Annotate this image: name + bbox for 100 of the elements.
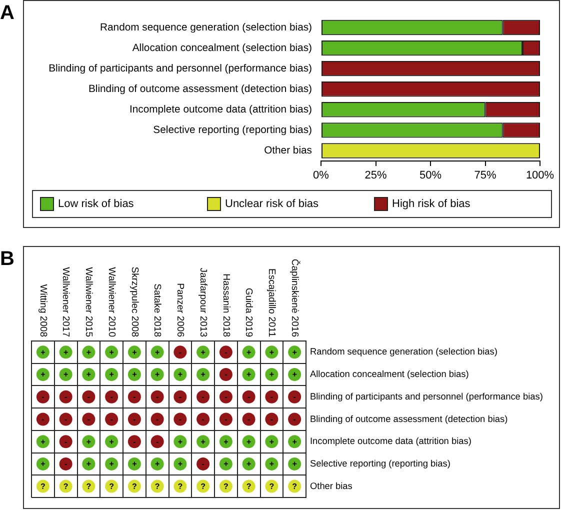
text: + (132, 370, 137, 380)
y-tick-label: Other bias (264, 146, 312, 157)
text: - (224, 414, 228, 424)
text: - (64, 392, 68, 402)
text: - (247, 392, 250, 402)
text: + (132, 348, 137, 357)
text: - (224, 370, 228, 380)
text: ? (63, 482, 68, 492)
text: - (178, 348, 182, 357)
y-tick-label: Selective reporting (reporting bias) (310, 458, 450, 468)
text: ? (132, 482, 137, 492)
text: + (246, 437, 252, 446)
text: + (40, 370, 46, 380)
text: + (40, 348, 46, 357)
text: - (42, 414, 44, 424)
text: - (178, 392, 182, 402)
text: - (64, 414, 68, 424)
text: + (86, 370, 92, 380)
text: - (64, 437, 68, 446)
text: - (202, 460, 204, 469)
text: - (247, 414, 250, 424)
y-tick-label: Incomplete outcome data (attrition bias) (129, 104, 312, 116)
text: + (109, 437, 114, 446)
text: - (293, 414, 296, 424)
text: - (224, 348, 228, 357)
text: + (246, 460, 252, 469)
legend-label: Low risk of bias (58, 198, 134, 210)
text: + (224, 437, 228, 446)
text: A (0, 2, 14, 24)
text: + (269, 348, 274, 357)
text: - (133, 437, 136, 446)
y-tick-label: Blinding of outcome assessment (detection bias) (88, 84, 312, 95)
x-tick-label: Wallwiener 2010 (106, 267, 117, 337)
text: - (87, 414, 90, 424)
text: + (292, 460, 297, 469)
y-tick-label: Random sequence generation (selection bias) (100, 22, 312, 34)
x-tick-label: Čaplinskienė 2016 (288, 258, 301, 337)
y-tick-label: Allocation concealment (selection bias) (310, 369, 469, 380)
legend-label: High risk of bias (392, 198, 470, 210)
y-tick-label: Other bias (310, 480, 353, 491)
x-tick-label: Skrzypulec 2008 (128, 266, 140, 337)
text: ? (109, 482, 114, 492)
text: + (292, 437, 297, 446)
text: - (293, 392, 296, 402)
text: ? (269, 482, 274, 492)
text: - (224, 392, 228, 402)
text: ? (178, 482, 183, 492)
x-tick-label: 50% (419, 170, 442, 182)
text: + (292, 370, 297, 380)
text: - (133, 414, 136, 424)
text: - (202, 414, 204, 424)
x-tick-label: Jaafarpour 2013 (197, 268, 208, 337)
text: + (246, 370, 252, 380)
text: + (246, 348, 252, 357)
text: + (109, 460, 114, 469)
x-tick-label: Escajadillo 2011 (266, 268, 278, 337)
text: - (270, 392, 274, 402)
text: ? (40, 482, 46, 492)
text: ? (246, 482, 252, 492)
text: + (86, 460, 92, 469)
y-tick-label: Blinding of participants and personnel (performance bias) (310, 391, 543, 402)
text: + (178, 437, 183, 446)
x-tick-label: 100% (526, 170, 554, 182)
text: + (132, 460, 137, 469)
text: + (178, 460, 183, 469)
text: + (200, 370, 206, 380)
text: + (63, 348, 68, 357)
text: ? (292, 482, 298, 492)
x-tick-label: Witting 2008 (37, 284, 48, 337)
text: + (40, 437, 46, 446)
text: + (224, 460, 228, 469)
text: + (269, 437, 274, 446)
x-tick-label: 25% (364, 170, 387, 182)
text: - (110, 414, 113, 424)
text: + (109, 348, 114, 357)
x-tick-label: Hassanin 2018 (220, 274, 232, 337)
legend-label: Unclear risk of bias (225, 198, 319, 210)
x-tick-label: Panzer 2006 (174, 283, 186, 337)
text: + (292, 348, 297, 357)
text: + (154, 460, 160, 469)
text: + (154, 348, 160, 357)
text: + (200, 348, 206, 357)
text: + (269, 370, 274, 380)
x-tick-label: Wallwiener 2015 (83, 267, 94, 337)
text: + (269, 460, 274, 469)
x-tick-label: Wallwiener 2017 (60, 267, 72, 337)
text: + (109, 370, 114, 380)
y-tick-label: Random sequence generation (selection bias) (310, 346, 498, 357)
x-tick-label: 0% (313, 170, 330, 182)
y-tick-label: Selective reporting (reporting bias) (153, 125, 312, 136)
y-tick-label: Incomplete outcome data (attrition bias) (310, 436, 472, 446)
text: + (200, 437, 206, 446)
text: + (40, 460, 46, 469)
y-tick-label: Blinding of outcome assessment (detection bias) (310, 414, 508, 424)
text: + (86, 437, 92, 446)
text: - (87, 392, 90, 402)
text: ? (86, 482, 92, 492)
text: + (63, 370, 68, 380)
text: - (156, 437, 159, 446)
y-tick-label: Blinding of participants and personnel (performance bias) (48, 63, 312, 74)
